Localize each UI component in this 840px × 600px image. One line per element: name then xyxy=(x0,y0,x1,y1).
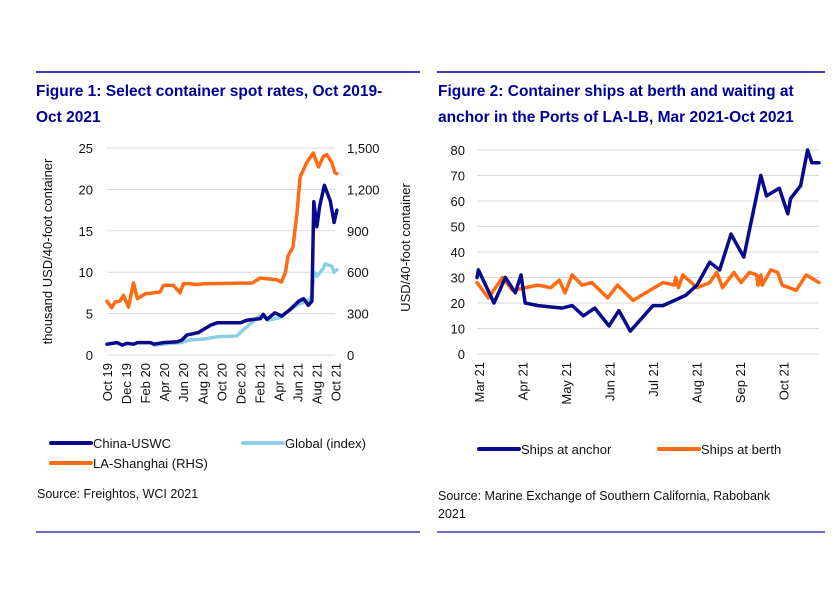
fig2-x-tick-label: Oct 21 xyxy=(777,362,792,400)
fig2-y-tick-label: 60 xyxy=(451,194,465,209)
fig1-series-global-index xyxy=(152,262,339,347)
fig2-x-tick-label: Mar 21 xyxy=(472,362,487,402)
fig1-series-la-shanghai-rhs xyxy=(105,151,339,310)
fig2-y-tick-label: 50 xyxy=(451,220,465,235)
fig1-y-tick-label: 20 xyxy=(79,182,93,197)
fig1-legend-label: LA-Shanghai (RHS) xyxy=(93,456,208,471)
fig1-x-tick-label: Feb 20 xyxy=(138,363,153,403)
fig1-y-tick-label: 5 xyxy=(86,307,93,322)
fig2-y-tick-label: 0 xyxy=(458,347,465,362)
fig1-y2-tick-label: 1,500 xyxy=(347,141,380,156)
fig1-y2-tick-label: 0 xyxy=(347,348,354,363)
fig1-x-tick-label: Dec 20 xyxy=(233,363,248,404)
fig1-x-tick-label: Jun 20 xyxy=(176,363,191,402)
fig1-x-tick-label: Aug 21 xyxy=(310,363,325,404)
fig2-x-tick-label: Sep 21 xyxy=(733,362,748,403)
fig1-y2-axis-label: USD/40-foot container xyxy=(398,183,413,312)
fig1-bottom-rule xyxy=(36,531,420,533)
fig1-x-tick-label: Aug 20 xyxy=(195,363,210,404)
fig2-y-tick-label: 10 xyxy=(451,322,465,337)
fig1-x-tick-label: Feb 21 xyxy=(252,363,267,403)
fig1-x-tick-label: Oct 19 xyxy=(100,363,115,401)
fig2-source-line1: Source: Marine Exchange of Southern Cali… xyxy=(438,489,771,503)
fig2-series-ships-at-anchor xyxy=(475,148,821,333)
fig2-y-tick-label: 80 xyxy=(451,143,465,158)
fig2-y-tick-label: 20 xyxy=(451,296,465,311)
fig1-x-tick-label: Jun 21 xyxy=(291,363,306,402)
fig2-title-line1: Figure 2: Container ships at berth and w… xyxy=(438,83,794,100)
fig1-y2-tick-label: 1,200 xyxy=(347,182,380,197)
fig1-x-tick-label: Dec 19 xyxy=(119,363,134,404)
fig2-x-tick-label: Jul 21 xyxy=(646,362,661,397)
fig2-x-tick-label: May 21 xyxy=(559,362,574,405)
fig1-title-line1: Figure 1: Select container spot rates, O… xyxy=(36,83,383,100)
fig1-title: Figure 1: Select container spot rates, O… xyxy=(36,79,382,131)
fig1-y-axis-label: thousand USD/40-foot container xyxy=(40,158,55,344)
fig2-bottom-rule xyxy=(437,531,825,533)
fig2-legend-label: Ships at anchor xyxy=(521,442,612,457)
fig2-title-line2: anchor in the Ports of LA-LB, Mar 2021-O… xyxy=(438,109,794,126)
fig2-top-rule xyxy=(437,71,825,73)
fig2-y-tick-label: 70 xyxy=(451,169,465,184)
fig2-y-tick-label: 30 xyxy=(451,271,465,286)
fig2-source: Source: Marine Exchange of Southern Cali… xyxy=(438,487,770,523)
fig2-source-line2: 2021 xyxy=(438,507,466,521)
fig1-y-tick-label: 25 xyxy=(79,141,93,156)
fig1-y2-tick-label: 600 xyxy=(347,265,369,280)
fig1-legend-label: China-USWC xyxy=(93,436,171,451)
fig1-top-rule xyxy=(36,71,420,73)
fig2-series-ships-at-berth xyxy=(475,268,821,303)
fig1-y-tick-label: 15 xyxy=(79,224,93,239)
fig1-legend-label: Global (index) xyxy=(285,436,366,451)
fig1-title-line2: Oct 2021 xyxy=(36,109,101,126)
fig1-x-tick-label: Apr 21 xyxy=(271,363,286,401)
fig1-source: Source: Freightos, WCI 2021 xyxy=(37,487,199,501)
fig1-y-tick-label: 10 xyxy=(79,265,93,280)
fig1-x-tick-label: Oct 21 xyxy=(329,363,344,401)
fig1-y2-tick-label: 900 xyxy=(347,224,369,239)
fig1-y2-tick-label: 300 xyxy=(347,307,369,322)
fig1-x-tick-label: Oct 20 xyxy=(214,363,229,401)
fig1-y-tick-label: 0 xyxy=(86,348,93,363)
fig2-x-tick-label: Apr 21 xyxy=(516,362,531,400)
fig1-x-tick-label: Apr 20 xyxy=(157,363,172,401)
fig2-legend-label: Ships at berth xyxy=(701,442,781,457)
fig2-x-tick-label: Aug 21 xyxy=(690,362,705,403)
fig2-title: Figure 2: Container ships at berth and w… xyxy=(438,79,794,131)
fig2-y-tick-label: 40 xyxy=(451,245,465,260)
fig2-x-tick-label: Jun 21 xyxy=(603,362,618,401)
fig1-series-china-uswc xyxy=(105,183,339,347)
